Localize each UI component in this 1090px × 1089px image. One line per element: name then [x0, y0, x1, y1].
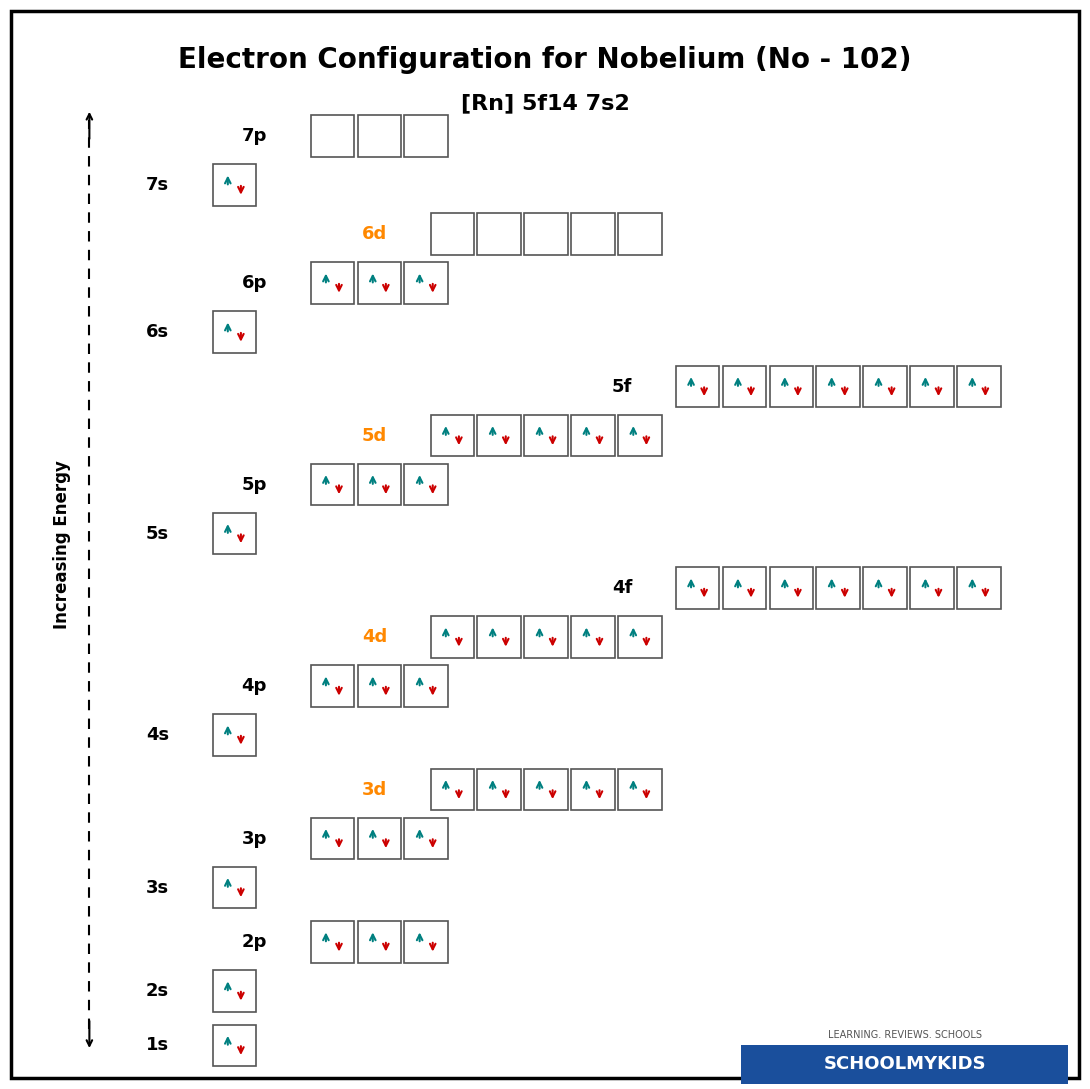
FancyBboxPatch shape [741, 1044, 1068, 1084]
FancyBboxPatch shape [358, 115, 401, 157]
FancyBboxPatch shape [618, 415, 662, 456]
FancyBboxPatch shape [524, 213, 568, 255]
Text: Increasing Energy: Increasing Energy [53, 460, 71, 629]
FancyBboxPatch shape [863, 567, 907, 609]
Text: 5s: 5s [146, 525, 169, 542]
FancyBboxPatch shape [213, 311, 256, 353]
FancyBboxPatch shape [477, 616, 521, 658]
FancyBboxPatch shape [910, 366, 954, 407]
FancyBboxPatch shape [358, 464, 401, 505]
FancyBboxPatch shape [571, 616, 615, 658]
FancyBboxPatch shape [358, 665, 401, 707]
Text: 3d: 3d [362, 781, 387, 798]
Text: 4d: 4d [362, 628, 387, 646]
FancyBboxPatch shape [311, 262, 354, 304]
FancyBboxPatch shape [571, 415, 615, 456]
FancyBboxPatch shape [863, 366, 907, 407]
Text: 7s: 7s [146, 176, 169, 194]
FancyBboxPatch shape [404, 921, 448, 963]
FancyBboxPatch shape [477, 213, 521, 255]
FancyBboxPatch shape [477, 415, 521, 456]
FancyBboxPatch shape [618, 616, 662, 658]
FancyBboxPatch shape [311, 464, 354, 505]
FancyBboxPatch shape [213, 867, 256, 908]
FancyBboxPatch shape [910, 567, 954, 609]
FancyBboxPatch shape [213, 164, 256, 206]
FancyBboxPatch shape [571, 769, 615, 810]
FancyBboxPatch shape [618, 769, 662, 810]
FancyBboxPatch shape [311, 818, 354, 859]
Text: [Rn] 5f14 7s2: [Rn] 5f14 7s2 [461, 94, 629, 113]
FancyBboxPatch shape [524, 769, 568, 810]
Text: 6p: 6p [242, 274, 267, 292]
FancyBboxPatch shape [404, 665, 448, 707]
FancyBboxPatch shape [431, 415, 474, 456]
Text: 2s: 2s [146, 982, 169, 1000]
FancyBboxPatch shape [213, 513, 256, 554]
Text: 2p: 2p [242, 933, 267, 951]
FancyBboxPatch shape [524, 616, 568, 658]
FancyBboxPatch shape [358, 818, 401, 859]
FancyBboxPatch shape [213, 1025, 256, 1066]
FancyBboxPatch shape [311, 115, 354, 157]
FancyBboxPatch shape [11, 11, 1079, 1078]
FancyBboxPatch shape [957, 567, 1001, 609]
FancyBboxPatch shape [723, 366, 766, 407]
FancyBboxPatch shape [311, 921, 354, 963]
FancyBboxPatch shape [676, 567, 719, 609]
Text: 5p: 5p [242, 476, 267, 493]
FancyBboxPatch shape [311, 665, 354, 707]
FancyBboxPatch shape [618, 213, 662, 255]
Text: Electron Configuration for Nobelium (No - 102): Electron Configuration for Nobelium (No … [179, 46, 911, 74]
Text: 6s: 6s [146, 323, 169, 341]
FancyBboxPatch shape [431, 769, 474, 810]
Text: 3s: 3s [146, 879, 169, 896]
Text: 3p: 3p [242, 830, 267, 847]
FancyBboxPatch shape [358, 262, 401, 304]
FancyBboxPatch shape [477, 769, 521, 810]
FancyBboxPatch shape [571, 213, 615, 255]
Text: 6d: 6d [362, 225, 387, 243]
Text: 4s: 4s [146, 726, 169, 744]
Text: 1s: 1s [146, 1037, 169, 1054]
Text: LEARNING. REVIEWS. SCHOOLS: LEARNING. REVIEWS. SCHOOLS [827, 1030, 982, 1040]
Text: 4f: 4f [611, 579, 632, 597]
FancyBboxPatch shape [723, 567, 766, 609]
Text: 5d: 5d [362, 427, 387, 444]
FancyBboxPatch shape [770, 366, 813, 407]
FancyBboxPatch shape [404, 115, 448, 157]
FancyBboxPatch shape [213, 714, 256, 756]
FancyBboxPatch shape [524, 415, 568, 456]
Text: SCHOOLMYKIDS: SCHOOLMYKIDS [823, 1055, 986, 1073]
Text: 7p: 7p [242, 127, 267, 145]
FancyBboxPatch shape [358, 921, 401, 963]
FancyBboxPatch shape [816, 567, 860, 609]
FancyBboxPatch shape [957, 366, 1001, 407]
FancyBboxPatch shape [404, 464, 448, 505]
Text: 4p: 4p [242, 677, 267, 695]
Text: 5f: 5f [611, 378, 632, 395]
FancyBboxPatch shape [404, 818, 448, 859]
FancyBboxPatch shape [404, 262, 448, 304]
FancyBboxPatch shape [816, 366, 860, 407]
FancyBboxPatch shape [213, 970, 256, 1012]
FancyBboxPatch shape [676, 366, 719, 407]
FancyBboxPatch shape [770, 567, 813, 609]
FancyBboxPatch shape [431, 616, 474, 658]
FancyBboxPatch shape [431, 213, 474, 255]
